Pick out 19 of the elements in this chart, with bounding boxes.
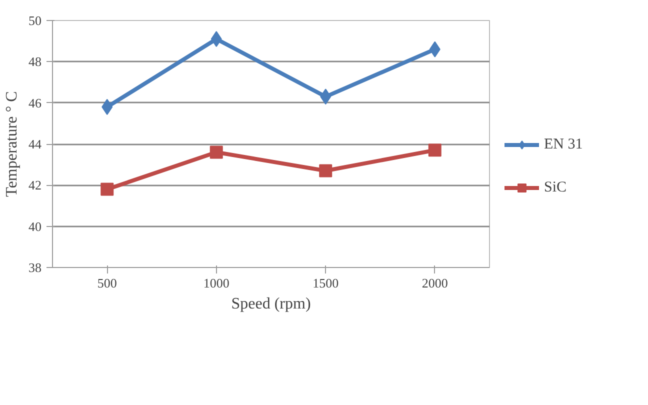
point xyxy=(319,164,332,178)
y-tick-label: 48 xyxy=(28,54,42,70)
point xyxy=(210,146,223,159)
y-tick-label: 46 xyxy=(28,95,42,110)
x-axis-title: Speed (rpm) xyxy=(231,296,311,312)
y-tick-label: 38 xyxy=(28,260,42,275)
x-tick-label: 500 xyxy=(97,276,117,290)
point xyxy=(100,182,114,196)
y-tick-label: 42 xyxy=(28,178,42,193)
x-tick-label: 2000 xyxy=(422,276,448,290)
legend-label: SiC xyxy=(544,178,567,197)
y-axis-title: Temperature ° C xyxy=(4,91,20,197)
y-tick-label: 40 xyxy=(28,218,42,234)
y-tick-label: 50 xyxy=(28,13,42,28)
x-tick-label: 1000 xyxy=(203,276,230,290)
legend-label: EN 31 xyxy=(544,135,583,154)
x-tick-label: 1500 xyxy=(312,276,339,290)
y-tick-label: 44 xyxy=(28,136,42,152)
point xyxy=(428,144,442,157)
